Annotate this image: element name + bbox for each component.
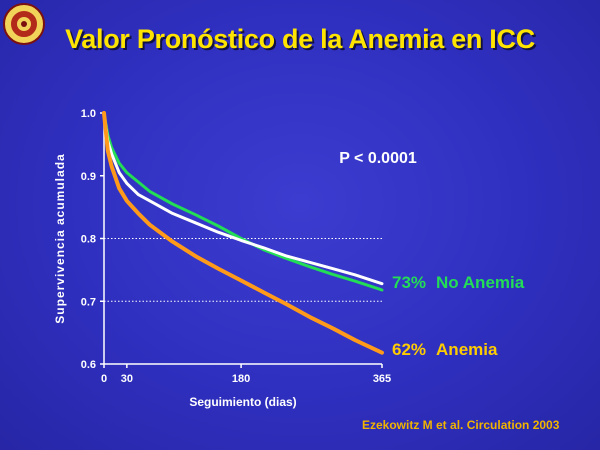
citation: Ezekowitz M et al. Circulation 2003	[362, 418, 560, 432]
y-tick-label: 0.6	[81, 359, 96, 371]
slide-title: Valor Pronóstico de la Anemia en ICC	[65, 24, 535, 54]
x-tick-label: 365	[373, 373, 391, 385]
p-value-annotation: P < 0.0001	[339, 150, 417, 167]
series-line-no-anemia	[102, 111, 384, 292]
x-tick-label: 0	[101, 373, 107, 385]
series-line-anemia	[102, 111, 384, 355]
y-axis-label: Supervivencia acumulada	[53, 153, 67, 323]
y-tick-label: 1.0	[81, 108, 96, 120]
x-axis-label: Seguimiento (dias)	[189, 395, 296, 409]
x-tick-label: 30	[121, 373, 133, 385]
series-line-overall	[102, 111, 384, 286]
end-label-anemia: 62% Anemia	[392, 340, 498, 359]
y-tick-label: 0.9	[81, 171, 96, 183]
x-tick-label: 180	[232, 373, 250, 385]
y-tick-label: 0.7	[81, 296, 96, 308]
end-label-no-anemia: 73% No Anemia	[392, 273, 525, 292]
y-tick-label: 0.8	[81, 234, 96, 246]
university-seal-logo	[3, 3, 45, 45]
